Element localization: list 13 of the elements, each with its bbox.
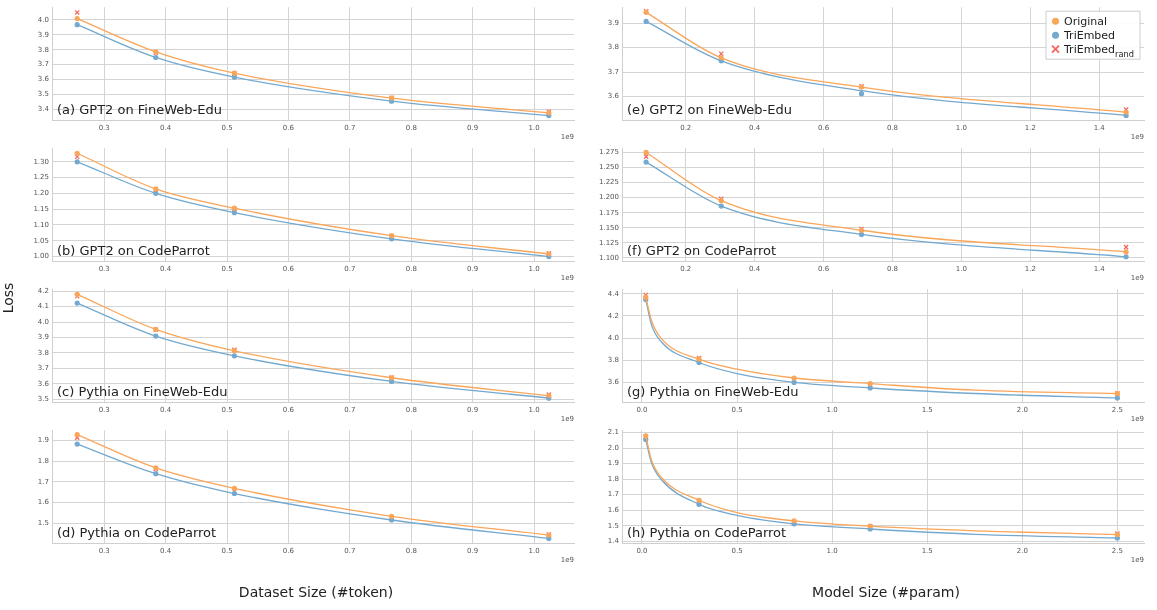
text: (a) GPT2 on FineWeb-Edu bbox=[57, 101, 222, 117]
x-axis-title: Model Size (#param) bbox=[811, 584, 961, 600]
text: (f) GPT2 on CodeParrot bbox=[627, 242, 777, 258]
y-axis-title: Loss bbox=[0, 281, 16, 316]
legend-label: TriEmbed bbox=[1063, 29, 1116, 43]
text: (d) Pythia on CodeParrot bbox=[57, 524, 217, 540]
text: (b) GPT2 on CodeParrot bbox=[57, 242, 210, 258]
text: (h) Pythia on CodeParrot bbox=[627, 524, 787, 540]
text: (g) Pythia on FineWeb-Edu bbox=[627, 383, 799, 399]
text: (c) Pythia on FineWeb-Edu bbox=[57, 383, 228, 399]
x-axis-title: Dataset Size (#token) bbox=[237, 584, 395, 600]
text: (e) GPT2 on FineWeb-Edu bbox=[627, 101, 792, 117]
legend-label: Original bbox=[1064, 15, 1108, 29]
